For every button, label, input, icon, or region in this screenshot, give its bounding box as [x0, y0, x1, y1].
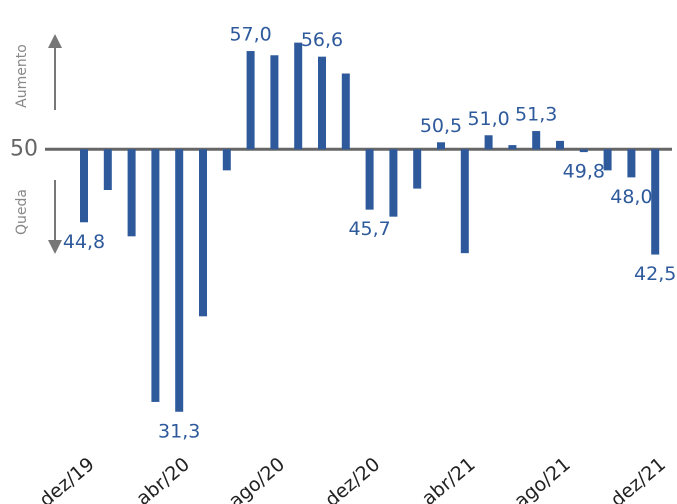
bar [127, 149, 136, 237]
up-arrow-head [48, 34, 62, 48]
bar [199, 149, 207, 317]
x-tick-label: dez/20 [321, 453, 384, 504]
bar [175, 149, 184, 412]
bar [318, 56, 326, 150]
x-tick-label: ago/21 [510, 453, 575, 504]
bar [413, 149, 422, 189]
bar [603, 149, 612, 171]
data-label: 57,0 [229, 24, 271, 46]
bar [222, 149, 231, 171]
bar [437, 142, 445, 150]
bar [80, 149, 88, 223]
bar [365, 149, 374, 210]
bar [627, 149, 636, 178]
bar [341, 73, 350, 150]
bar [151, 149, 160, 402]
data-label: 48,0 [610, 186, 652, 208]
bar [103, 149, 112, 190]
x-tick-label: dez/19 [35, 453, 98, 504]
axis-annotation: Aumento [14, 44, 30, 108]
data-label: 51,3 [515, 104, 557, 126]
bar [270, 55, 279, 150]
bar [651, 149, 660, 255]
x-tick-label: abr/21 [418, 453, 480, 504]
down-arrow-head [48, 240, 62, 254]
bar [389, 149, 398, 217]
y-tick-label: 50 [10, 136, 38, 161]
data-label: 56,6 [301, 29, 343, 51]
data-label: 31,3 [158, 420, 200, 442]
bar [460, 149, 469, 254]
data-label: 50,5 [420, 115, 462, 137]
data-label: 45,7 [348, 218, 390, 240]
bar [484, 135, 493, 150]
bar [294, 42, 303, 150]
bar [508, 145, 517, 150]
data-label: 49,8 [563, 161, 605, 183]
x-tick-label: ago/20 [225, 453, 290, 504]
bar [532, 131, 541, 150]
axis-annotation: Queda [14, 189, 30, 235]
data-label: 44,8 [63, 231, 105, 253]
bar [246, 51, 255, 150]
x-tick-label: dez/21 [607, 453, 670, 504]
x-tick-label: abr/20 [132, 453, 194, 504]
data-label: 42,5 [634, 263, 676, 285]
bar [556, 140, 564, 150]
bar [579, 149, 588, 153]
data-label: 51,0 [467, 108, 509, 130]
